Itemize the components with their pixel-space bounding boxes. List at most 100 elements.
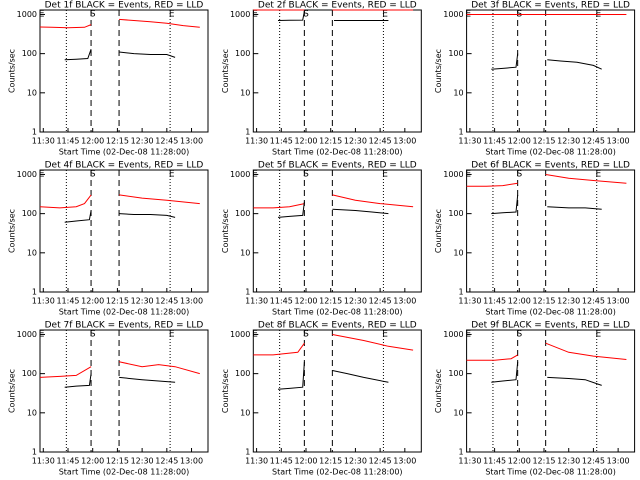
x-tick-label: 12:00	[81, 297, 104, 306]
x-tick-label: 12:00	[294, 457, 317, 466]
chart-title: Det 6f BLACK = Events, RED = LLD	[471, 161, 630, 171]
annotation: E	[252, 330, 258, 340]
annotation: E	[39, 170, 45, 180]
x-tick-label: 12:30	[557, 457, 580, 466]
y-tick-label: 1000	[230, 170, 250, 179]
x-tick-label: 13:00	[393, 297, 416, 306]
x-tick-label: 11:30	[32, 137, 55, 146]
annotation: S	[90, 330, 96, 340]
x-tick-label: 12:45	[369, 457, 392, 466]
annotation: E	[252, 10, 258, 20]
y-tick-label: 1000	[443, 10, 463, 19]
y-tick-label: 10	[453, 408, 463, 417]
series-line	[491, 361, 602, 386]
x-tick-label: 12:00	[508, 297, 531, 306]
annotation: E	[169, 170, 175, 180]
x-tick-label: 11:30	[245, 137, 268, 146]
y-tick-label: 1	[245, 448, 250, 457]
x-tick-label: 11:30	[32, 297, 55, 306]
x-tick-label: 11:30	[245, 457, 268, 466]
x-tick-label: 11:30	[458, 137, 481, 146]
x-tick-label: 12:45	[582, 457, 605, 466]
y-axis-label: Counts/sec	[8, 49, 17, 93]
y-tick-label: 10	[240, 88, 250, 97]
chart-title: Det 5f BLACK = Events, RED = LLD	[258, 161, 417, 171]
annotation: S	[303, 170, 309, 180]
y-tick-label: 1	[32, 128, 37, 137]
chart-title: Det 8f BLACK = Events, RED = LLD	[258, 321, 417, 331]
x-tick-label: 12:15	[532, 137, 555, 146]
y-axis-label: Counts/sec	[434, 49, 443, 93]
annotation: S	[90, 170, 96, 180]
x-tick-label: 11:45	[270, 457, 293, 466]
y-tick-label: 100	[235, 369, 250, 378]
chart-title: Det 1f BLACK = Events, RED = LLD	[45, 1, 204, 11]
x-tick-label: 12:00	[508, 457, 531, 466]
y-axis-label: Counts/sec	[8, 369, 17, 413]
x-tick-label: 11:45	[270, 137, 293, 146]
x-tick-label: 13:00	[607, 297, 630, 306]
x-tick-label: 12:30	[131, 137, 154, 146]
y-tick-label: 10	[453, 88, 463, 97]
x-tick-label: 12:45	[369, 297, 392, 306]
y-tick-label: 100	[448, 369, 463, 378]
y-tick-label: 10	[27, 408, 37, 417]
series-line	[277, 11, 389, 21]
y-tick-label: 1	[459, 128, 464, 137]
y-tick-label: 1	[459, 288, 464, 297]
x-tick-label: 12:30	[557, 297, 580, 306]
x-tick-label: 12:15	[319, 137, 342, 146]
x-axis-label: Start Time (02-Dec-08 11:28:00)	[59, 308, 190, 317]
series-line	[466, 342, 627, 361]
x-tick-label: 12:45	[155, 297, 178, 306]
chart-title: Det 7f BLACK = Events, RED = LLD	[45, 321, 204, 331]
y-tick-label: 10	[240, 248, 250, 257]
annotation: E	[596, 330, 602, 340]
y-tick-label: 10	[453, 248, 463, 257]
x-tick-label: 13:00	[180, 137, 203, 146]
y-tick-label: 1000	[443, 330, 463, 339]
x-axis-label: Start Time (02-Dec-08 11:28:00)	[272, 308, 403, 317]
x-tick-label: 11:45	[270, 297, 293, 306]
series-line	[253, 334, 414, 356]
y-tick-label: 1000	[17, 10, 37, 19]
y-tick-label: 1000	[230, 330, 250, 339]
x-tick-label: 12:15	[106, 457, 129, 466]
x-tick-label: 11:45	[56, 297, 79, 306]
plot-frame	[252, 9, 422, 133]
y-tick-label: 1	[245, 128, 250, 137]
y-axis-label: Counts/sec	[221, 209, 230, 253]
series-line	[39, 361, 200, 378]
y-tick-label: 100	[22, 49, 37, 58]
y-tick-label: 1	[245, 288, 250, 297]
series-line	[491, 194, 602, 215]
annotation: E	[169, 10, 175, 20]
plot-frame	[39, 169, 209, 293]
plot-frame	[39, 329, 209, 453]
plot-frame	[252, 169, 422, 293]
y-tick-label: 1	[32, 288, 37, 297]
annotation: E	[169, 330, 175, 340]
x-axis-label: Start Time (02-Dec-08 11:28:00)	[485, 308, 616, 317]
x-tick-label: 12:15	[319, 457, 342, 466]
chart-title: Det 2f BLACK = Events, RED = LLD	[258, 1, 417, 11]
y-tick-label: 1000	[17, 330, 37, 339]
x-tick-label: 12:45	[155, 137, 178, 146]
chart-title: Det 3f BLACK = Events, RED = LLD	[471, 1, 630, 11]
x-tick-label: 11:30	[32, 457, 55, 466]
x-tick-label: 12:30	[557, 137, 580, 146]
annotation: E	[596, 170, 602, 180]
x-tick-label: 12:45	[155, 457, 178, 466]
y-tick-label: 1	[32, 448, 37, 457]
series-line	[277, 201, 389, 218]
y-axis-label: Counts/sec	[434, 209, 443, 253]
x-axis-label: Start Time (02-Dec-08 11:28:00)	[272, 148, 403, 157]
y-tick-label: 100	[448, 49, 463, 58]
x-tick-label: 12:45	[582, 137, 605, 146]
y-axis-label: Counts/sec	[221, 49, 230, 93]
x-tick-label: 12:30	[344, 457, 367, 466]
x-axis-label: Start Time (02-Dec-08 11:28:00)	[59, 468, 190, 477]
x-tick-label: 11:45	[56, 137, 79, 146]
y-axis-label: Counts/sec	[8, 209, 17, 253]
series-line	[39, 18, 200, 29]
